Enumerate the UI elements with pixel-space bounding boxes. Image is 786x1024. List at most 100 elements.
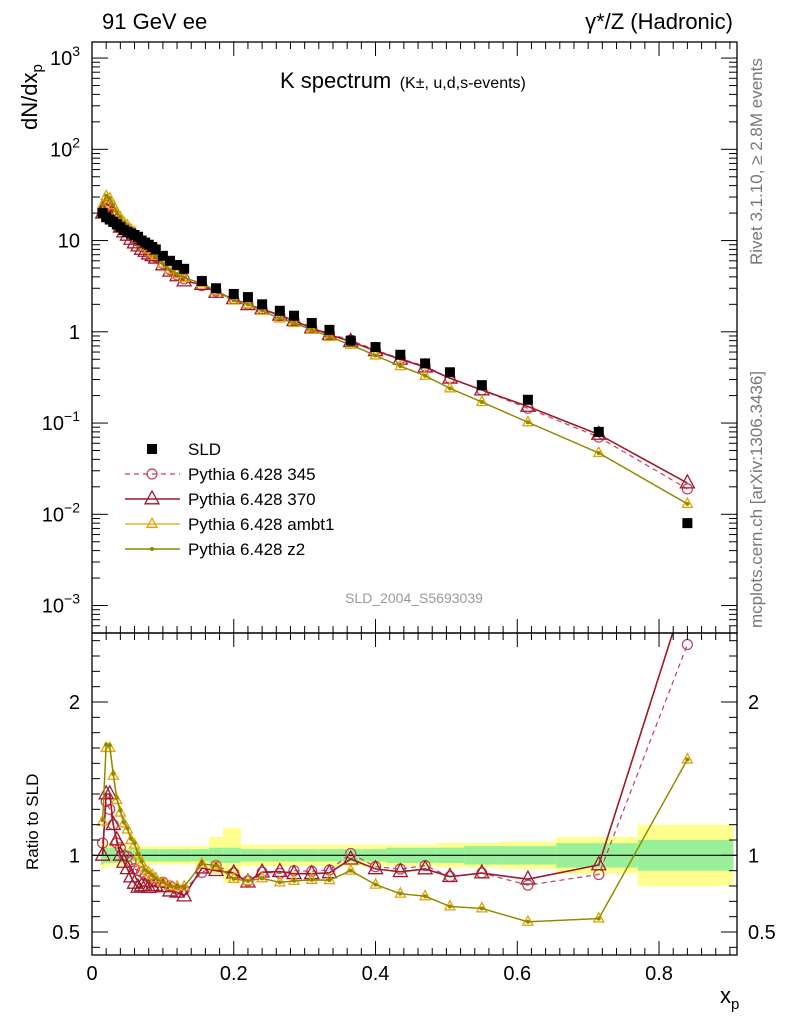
ratio-point-pythia-6-428-370 — [105, 815, 122, 831]
x-tick-label: 0.6 — [503, 963, 531, 985]
ratio-point-pythia-6-428-370 — [140, 878, 157, 894]
header-left: 91 GeV ee — [102, 9, 207, 34]
ratio-point-pythia-6-428-z2 — [398, 891, 403, 896]
x-tick-label: 0.2 — [220, 963, 248, 985]
y-tick-label: 102 — [50, 134, 80, 161]
ratio-point-pythia-6-428-370 — [321, 863, 338, 879]
point-pythia-6-428-370 — [679, 473, 696, 489]
ratio-point-pythia-6-428-ambt1 — [305, 872, 318, 884]
ratio-axis-label: Ratio to SLD — [23, 774, 42, 870]
ratio-point-pythia-6-428-z2 — [525, 919, 530, 924]
point-pythia-6-428-z2 — [423, 373, 428, 378]
ratio-point-pythia-6-428-z2 — [277, 880, 282, 885]
ratio-point-pythia-6-428-z2 — [348, 868, 353, 873]
ratio-point-pythia-6-428-z2 — [245, 878, 250, 883]
point-sld — [370, 342, 381, 353]
ratio-point-pythia-6-428-ambt1 — [103, 740, 116, 753]
point-pythia-6-428-z2 — [175, 271, 180, 276]
ratio-point-pythia-6-428-ambt1 — [131, 848, 145, 860]
ratio-line-pythia-6-428-z2 — [101, 743, 688, 923]
y-tick-label: 10−3 — [42, 591, 80, 618]
point-pythia-6-428-ambt1 — [110, 205, 123, 217]
point-pythia-6-428-z2 — [373, 353, 378, 358]
point-pythia-6-428-z2 — [245, 302, 250, 307]
ratio-point-pythia-6-428-345 — [681, 638, 693, 651]
point-pythia-6-428-z2 — [100, 202, 105, 207]
y-tick-label: 10−1 — [42, 408, 80, 435]
ratio-point-pythia-6-428-370 — [101, 784, 118, 800]
ratio-point-pythia-6-428-370 — [126, 873, 143, 889]
point-pythia-6-428-z2 — [447, 386, 452, 391]
ratio-tick-label-right: 2 — [748, 692, 759, 714]
ratio-frame — [91, 632, 738, 956]
point-sld — [420, 358, 431, 369]
point-sld — [444, 367, 455, 378]
y-tick-label: 10−2 — [42, 499, 80, 526]
y-axis-label-main: dN/dx — [17, 73, 42, 130]
ratio-point-pythia-6-428-z2 — [327, 878, 332, 883]
point-pythia-6-428-z2 — [167, 267, 172, 272]
ratio-point-pythia-6-428-z2 — [447, 904, 452, 909]
ratio-point-pythia-6-428-z2 — [260, 876, 265, 881]
ratio-point-pythia-6-428-z2 — [182, 884, 187, 889]
ratio-point-pythia-6-428-z2 — [128, 836, 133, 841]
point-sld — [306, 317, 317, 328]
point-sld — [242, 292, 253, 303]
ratio-point-pythia-6-428-z2 — [136, 851, 141, 856]
ratio-point-pythia-6-428-ambt1 — [287, 873, 301, 885]
x-axis-label-sub: p — [731, 996, 739, 1013]
point-pythia-6-428-z2 — [114, 209, 119, 214]
x-tick-label: 0 — [86, 963, 97, 985]
ratio-point-pythia-6-428-z2 — [423, 894, 428, 899]
ratio-point-pythia-6-428-ambt1 — [110, 793, 123, 805]
ratio-point-pythia-6-428-z2 — [160, 880, 165, 885]
point-sld — [324, 324, 335, 335]
point-pythia-6-428-345 — [681, 483, 693, 495]
point-pythia-6-428-z2 — [398, 364, 403, 369]
y-axis-label-sub: p — [29, 64, 46, 72]
point-pythia-6-428-z2 — [596, 450, 601, 455]
rivet-label: Rivet 3.1.10, ≥ 2.8M events — [747, 58, 766, 265]
ratio-point-pythia-6-428-z2 — [685, 757, 690, 762]
y-tick-label: 103 — [50, 43, 80, 70]
ratio-point-pythia-6-428-ambt1 — [592, 911, 605, 923]
point-sld — [274, 305, 285, 316]
point-pythia-6-428-z2 — [327, 334, 332, 339]
point-sld — [211, 283, 222, 294]
ratio-line-pythia-6-428-ambt1 — [102, 747, 688, 923]
x-tick-label: 0.8 — [645, 963, 673, 985]
ratio-point-pythia-6-428-ambt1 — [96, 814, 109, 826]
legend-label-pythia-6-428-z2: Pythia 6.428 z2 — [188, 540, 305, 559]
point-pythia-6-428-z2 — [685, 501, 690, 506]
ratio-point-pythia-6-428-z2 — [121, 820, 126, 825]
ratio-point-pythia-6-428-370 — [590, 855, 607, 871]
ratio-point-pythia-6-428-z2 — [373, 882, 378, 887]
ratio-point-pythia-6-428-ambt1 — [149, 871, 162, 883]
legend-label-pythia-6-428-370: Pythia 6.428 370 — [188, 490, 316, 509]
ratio-point-pythia-6-428-ambt1 — [114, 805, 127, 817]
y-tick-label: 10 — [58, 231, 80, 253]
ratio-point-pythia-6-428-z2 — [479, 906, 484, 911]
ratio-point-pythia-6-428-370 — [285, 864, 303, 880]
ratio-point-pythia-6-428-ambt1 — [135, 855, 148, 868]
point-sld — [522, 394, 533, 405]
ratio-point-pythia-6-428-z2 — [175, 884, 180, 889]
legend-marker-pythia-6-428-370 — [143, 489, 161, 505]
ratio-point-pythia-6-428-ambt1 — [121, 822, 134, 834]
ratio-point-pythia-6-428-ambt1 — [681, 752, 694, 764]
chart-title-main: K spectrum — [280, 68, 391, 93]
ratio-point-pythia-6-428-345 — [522, 879, 534, 891]
point-pythia-6-428-z2 — [231, 298, 236, 303]
point-pythia-6-428-z2 — [260, 308, 265, 313]
legend-label-pythia-6-428-345: Pythia 6.428 345 — [188, 465, 316, 484]
ratio-point-pythia-6-428-370 — [473, 863, 490, 879]
ratio-point-pythia-6-428-z2 — [153, 876, 158, 881]
ratio-point-pythia-6-428-370 — [367, 859, 384, 875]
main-series — [94, 189, 696, 529]
legend-marker-pythia-6-428-ambt1 — [145, 516, 159, 529]
ratio-point-pythia-6-428-z2 — [146, 870, 151, 875]
ratio-point-pythia-6-428-z2 — [111, 771, 116, 776]
ratio-tick-label-right: 1 — [748, 845, 759, 867]
ratio-point-pythia-6-428-ambt1 — [256, 871, 269, 883]
point-sld — [179, 263, 190, 274]
